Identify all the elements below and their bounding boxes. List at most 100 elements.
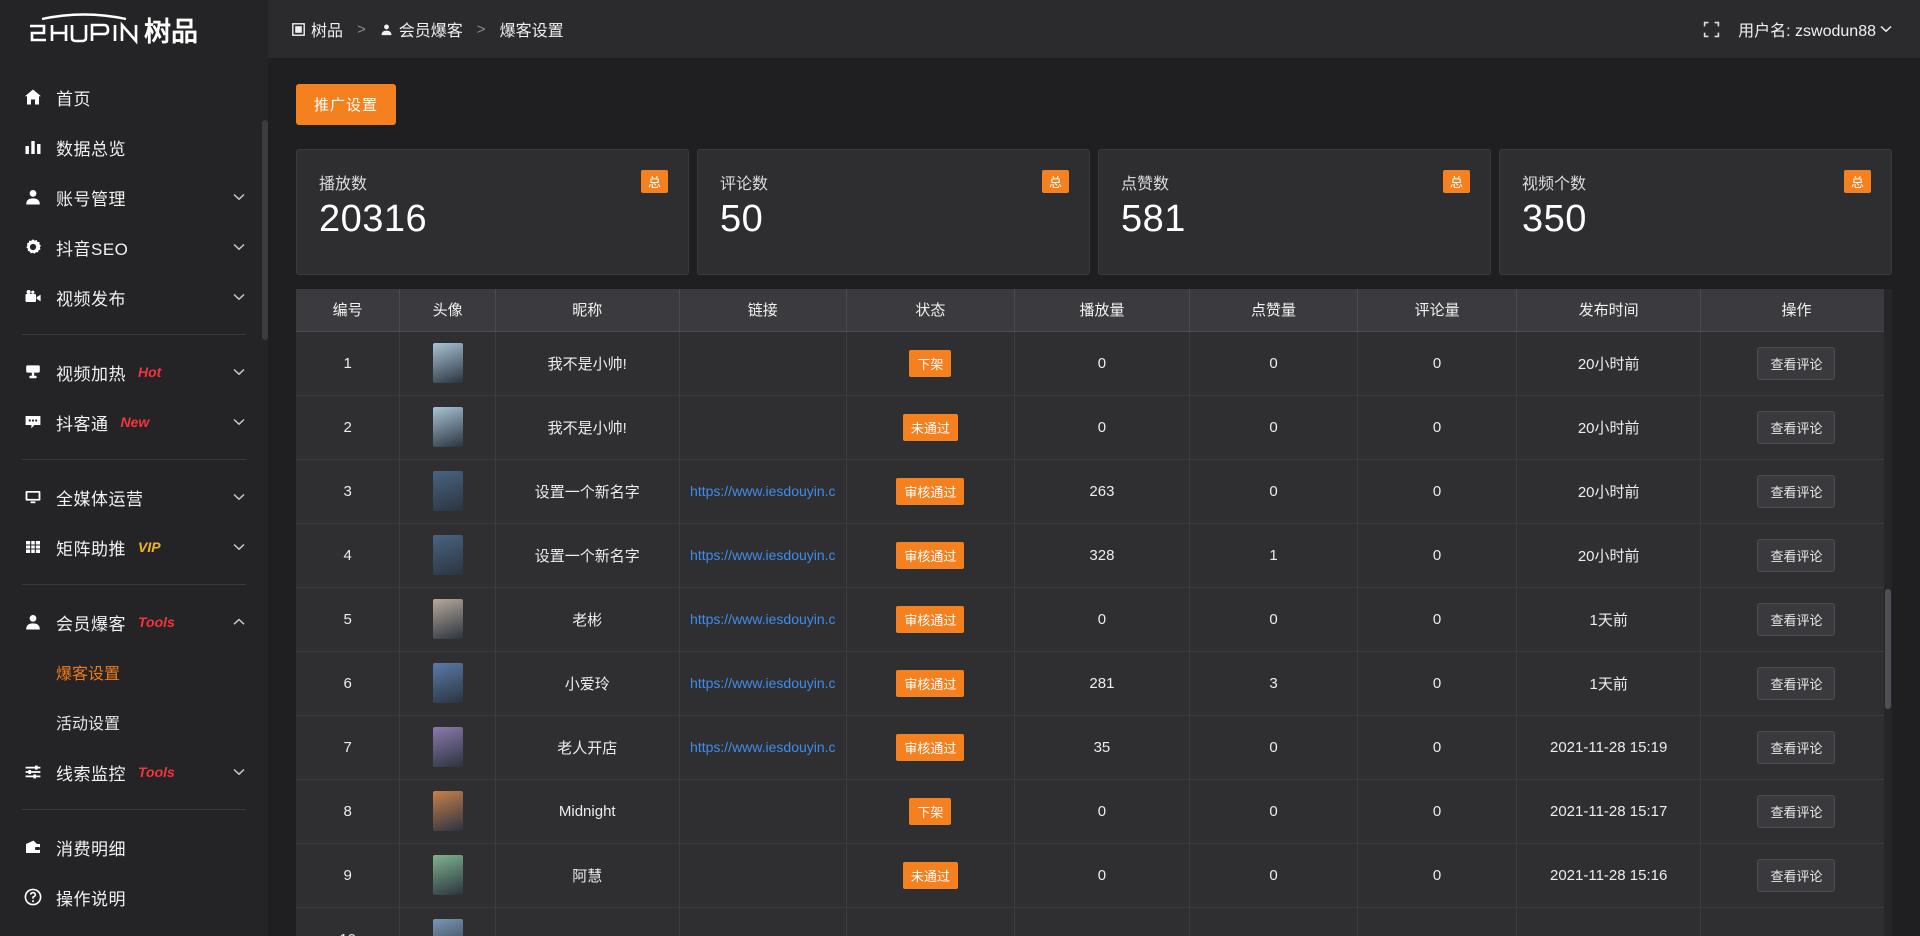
column-header-link[interactable]: 链接 (679, 289, 848, 332)
breadcrumb-item-member-baoke[interactable]: 会员爆客 (380, 17, 463, 41)
column-header-actions[interactable]: 操作 (1700, 289, 1892, 332)
sidebar-scrollbar[interactable] (262, 0, 268, 936)
fullscreen-icon[interactable] (1703, 21, 1720, 38)
avatar[interactable] (432, 599, 463, 639)
column-header-time[interactable]: 发布时间 (1516, 289, 1701, 332)
view-comments-button[interactable]: 查看评论 (1757, 794, 1836, 828)
cell-id: 10 (296, 907, 401, 936)
view-comments-button[interactable]: 查看评论 (1757, 346, 1836, 380)
chevron-down-icon[interactable] (232, 190, 246, 204)
stat-card-value: 50 (720, 198, 764, 240)
table-row: 6 小爱玲 https://www.iesdouyin.c 审核通过 281 3 0 1天前 查… (296, 651, 1892, 716)
user-icon (380, 23, 393, 36)
status-badge[interactable]: 下架 (909, 349, 952, 377)
user-menu[interactable]: 用户名: zswodun88 (1738, 17, 1892, 41)
avatar[interactable] (432, 407, 463, 447)
status-badge[interactable]: 未通过 (902, 861, 958, 889)
cell-likes: 0 (1189, 331, 1358, 396)
column-header-comments[interactable]: 评论量 (1357, 289, 1518, 332)
column-header-likes[interactable]: 点赞量 (1189, 289, 1358, 332)
status-badge[interactable]: 审核通过 (896, 669, 965, 697)
column-header-avatar[interactable]: 头像 (399, 289, 496, 332)
column-header-id[interactable]: 编号 (296, 289, 401, 332)
sidebar-subitem-activity-settings[interactable]: 活动设置 (0, 697, 268, 747)
sidebar-item-data-overview[interactable]: 数据总览 (0, 122, 268, 172)
cell-comments: 0 (1357, 779, 1518, 844)
sidebar-item-spending-detail[interactable]: 消费明细 (0, 822, 268, 872)
sidebar-item-instructions[interactable]: 操作说明 (0, 872, 268, 922)
chevron-down-icon[interactable] (232, 415, 246, 429)
stat-card-badge: 总 (1041, 170, 1069, 193)
video-link[interactable]: https://www.iesdouyin.c (690, 483, 836, 499)
window-icon (292, 22, 305, 36)
cell-link (679, 395, 848, 460)
sidebar-scroll-thumb[interactable] (262, 120, 268, 340)
avatar[interactable] (432, 855, 463, 895)
status-badge[interactable]: 下架 (909, 797, 952, 825)
avatar[interactable] (432, 791, 463, 831)
video-link[interactable]: https://www.iesdouyin.c (690, 611, 836, 627)
sidebar-item-douketong[interactable]: 抖客通 New (0, 397, 268, 447)
sidebar-item-omnimedia-ops[interactable]: 全媒体运营 (0, 472, 268, 522)
chevron-down-icon[interactable] (232, 365, 246, 379)
cell-action: 查看评论 (1700, 523, 1892, 588)
cell-status: 未通过 (846, 843, 1015, 908)
table-scroll-thumb[interactable] (1885, 589, 1891, 709)
sidebar-item-douyin-seo[interactable]: 抖音SEO (0, 222, 268, 272)
sidebar-item-lead-monitor[interactable]: 线索监控 Tools (0, 747, 268, 797)
column-header-plays[interactable]: 播放量 (1014, 289, 1191, 332)
view-comments-button[interactable]: 查看评论 (1757, 858, 1836, 892)
view-comments-button[interactable]: 查看评论 (1757, 538, 1836, 572)
avatar[interactable] (432, 535, 463, 575)
status-badge[interactable]: 审核通过 (896, 477, 965, 505)
cell-comments: 0 (1357, 523, 1518, 588)
view-comments-button[interactable]: 查看评论 (1757, 730, 1836, 764)
avatar[interactable] (432, 919, 463, 936)
promo-settings-button[interactable]: 推广设置 (296, 84, 397, 125)
status-badge[interactable]: 审核通过 (896, 733, 965, 761)
table-row: 7 老人开店 https://www.iesdouyin.c 审核通过 35 0 0 2021… (296, 715, 1892, 780)
sidebar-item-label: 账号管理 (56, 189, 126, 209)
sidebar-item-home[interactable]: 首页 (0, 72, 268, 122)
avatar[interactable] (432, 663, 463, 703)
chevron-down-icon[interactable] (232, 540, 246, 554)
video-link[interactable]: https://www.iesdouyin.c (690, 739, 836, 755)
sidebar-item-video-publish[interactable]: 视频发布 (0, 272, 268, 322)
brand-logo[interactable]: 树品 (0, 0, 268, 58)
avatar[interactable] (432, 471, 463, 511)
video-link[interactable]: https://www.iesdouyin.c (690, 547, 836, 563)
status-badge[interactable]: 审核通过 (896, 541, 965, 569)
avatar[interactable] (432, 343, 463, 383)
cell-id: 1 (296, 331, 401, 396)
cell-time: 20小时前 (1516, 459, 1701, 524)
chevron-down-icon[interactable] (232, 290, 246, 304)
view-comments-button[interactable]: 查看评论 (1757, 474, 1836, 508)
view-comments-button[interactable]: 查看评论 (1757, 666, 1836, 700)
video-link[interactable]: https://www.iesdouyin.c (690, 675, 836, 691)
status-badge[interactable]: 审核通过 (896, 605, 965, 633)
column-header-nickname[interactable]: 昵称 (495, 289, 680, 332)
view-comments-button[interactable]: 查看评论 (1757, 602, 1836, 636)
sidebar-item-member-baoke[interactable]: 会员爆客 Tools (0, 597, 268, 647)
stat-card-title: 点赞数 (1121, 176, 1170, 193)
stat-card-title: 播放数 (319, 176, 368, 193)
chevron-up-icon[interactable] (232, 615, 246, 629)
view-comments-button[interactable]: 查看评论 (1757, 410, 1836, 444)
cell-plays: 0 (1014, 331, 1191, 396)
column-header-status[interactable]: 状态 (846, 289, 1015, 332)
table-row: 10 (296, 907, 1892, 936)
chevron-down-icon[interactable] (232, 490, 246, 504)
sidebar-item-account-manage[interactable]: 账号管理 (0, 172, 268, 222)
sidebar-item-matrix-boost[interactable]: 矩阵助推 VIP (0, 522, 268, 572)
chevron-down-icon[interactable] (232, 765, 246, 779)
chevron-down-icon[interactable] (232, 240, 246, 254)
breadcrumb-item-root[interactable]: 树品 (292, 17, 343, 41)
avatar[interactable] (432, 727, 463, 767)
sidebar-item-video-boost[interactable]: 视频加热 Hot (0, 347, 268, 397)
sliders-icon (22, 761, 44, 783)
table-scrollbar[interactable] (1884, 289, 1892, 936)
cell-link: https://www.iesdouyin.c (679, 459, 848, 524)
cell-action: 查看评论 (1700, 459, 1892, 524)
sidebar-subitem-baoke-settings[interactable]: 爆客设置 (0, 647, 268, 697)
status-badge[interactable]: 未通过 (902, 413, 958, 441)
